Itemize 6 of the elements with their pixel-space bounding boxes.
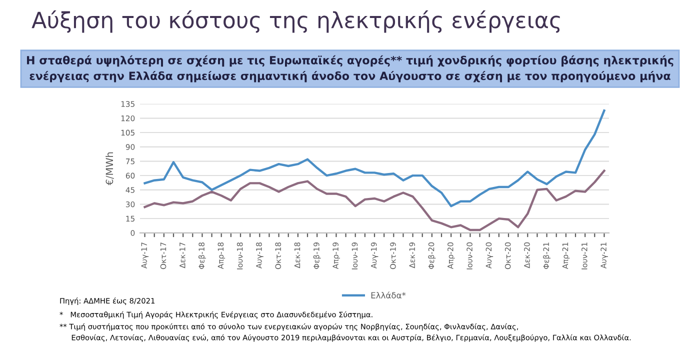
- chart-subtitle: Η σταθερά υψηλότερη σε σχέση με τις Ευρωπαϊκές αγορές** τιμή χονδρικής φορτίου βάσης ηλεκτρικής ενέργειας στην Ελλάδα σημείωσε σημαντική άνοδο τον Αύγουστο σε σχέση με τον προηγούμενο μήνα: [27, 55, 674, 82]
- legend-label: Ελλάδα*: [371, 292, 406, 298]
- line-series: [144, 109, 606, 208]
- line-series: [144, 170, 606, 232]
- y-axis-title: €/MWh: [106, 152, 114, 186]
- chart-title: Αύξηση του κόστους της ηλεκτρικής ενέργειας: [32, 10, 560, 33]
